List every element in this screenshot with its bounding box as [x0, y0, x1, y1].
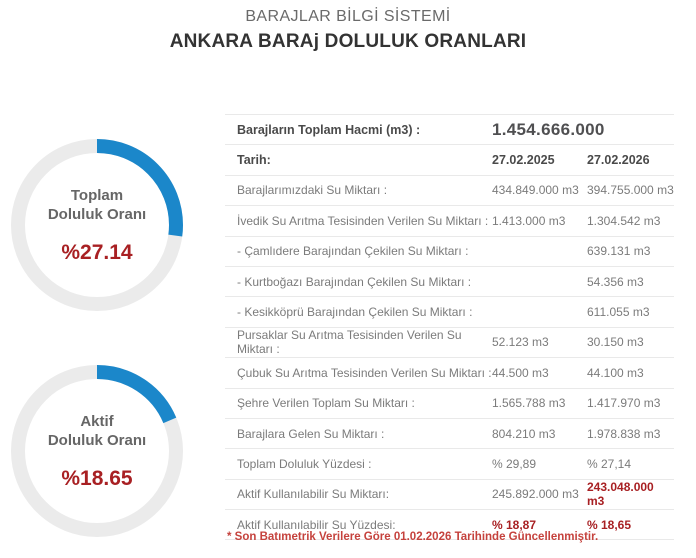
date-column-2025: 27.02.2025: [492, 153, 555, 168]
site-title: BARAJLAR BİLGİ SİSTEMİ: [245, 8, 451, 25]
gauge-arc: [11, 139, 183, 311]
row-label: - Kesikköprü Barajından Çekilen Su Mikta…: [237, 305, 473, 320]
row-value-2025: % 29,89: [492, 456, 537, 471]
row-value-2026: 30.150 m3: [587, 335, 644, 350]
row-label: Aktif Kullanılabilir Su Yüzdesi:: [237, 517, 396, 532]
page-header: BARAJLAR BİLGİ SİSTEMİ ANKARA BARAj DOLU…: [0, 8, 696, 53]
row-label: Pursaklar Su Arıtma Tesisinden Verilen S…: [237, 328, 462, 357]
donut-chart-aktif: [11, 365, 183, 537]
row-label: Çubuk Su Arıtma Tesisinden Verilen Su Mi…: [237, 365, 492, 380]
table-row: Aktif Kullanılabilir Su Miktarı: 245.892…: [225, 480, 674, 511]
row-label: - Kurtboğazı Barajından Çekilen Su Mikta…: [237, 274, 472, 289]
row-value-2026: 1.304.542 m3: [587, 213, 661, 228]
table-body: Barajlarımızdaki Su Miktarı : 434.849.00…: [225, 176, 674, 541]
row-value-2025: 1.413.000 m3: [492, 213, 566, 228]
table-row: Şehre Verilen Toplam Su Miktarı : 1.565.…: [225, 389, 674, 419]
gauge-arc: [11, 365, 183, 537]
date-column-2026: 27.02.2026: [587, 153, 650, 168]
table-row: Pursaklar Su Arıtma Tesisinden Verilen S…: [225, 328, 674, 359]
row-label: Şehre Verilen Toplam Su Miktarı :: [237, 396, 415, 411]
row-label: Tarih:: [237, 153, 271, 168]
data-table: Barajların Toplam Hacmi (m3) : 1.454.666…: [225, 114, 674, 541]
gauge-value: %27.14: [61, 240, 133, 264]
row-value-2026: 639.131 m3: [587, 244, 651, 259]
table-row: Toplam Doluluk Yüzdesi : % 29,89 % 27,14: [225, 449, 674, 480]
gauge-value: %18.65: [61, 466, 133, 490]
row-value-2026: 54.356 m3: [587, 274, 644, 289]
table-row-date: Tarih: 27.02.2025 27.02.2026: [225, 145, 674, 176]
gauge-label-line1: Toplam: [70, 186, 124, 204]
table-row: Çubuk Su Arıtma Tesisinden Verilen Su Mi…: [225, 358, 674, 389]
table-row: İvedik Su Arıtma Tesisinden Verilen Su M…: [225, 206, 674, 237]
page-title: ANKARA BARAj DOLULUK ORANLARI: [169, 31, 527, 52]
gauge-text: Aktif Doluluk Oranı %18.65: [0, 354, 194, 548]
row-value-2025: 44.500 m3: [492, 365, 549, 380]
row-label: Aktif Kullanılabilir Su Miktarı:: [237, 487, 390, 502]
row-label: Barajlara Gelen Su Miktarı :: [237, 426, 385, 441]
row-label: Toplam Doluluk Yüzdesi :: [237, 456, 372, 471]
footnote: * Son Batımetrik Verilere Göre 01.02.202…: [227, 531, 599, 543]
row-label: Barajların Toplam Hacmi (m3) :: [237, 122, 421, 137]
gauge-label-line1: Aktif: [80, 412, 114, 430]
row-value-2025: 1.565.788 m3: [492, 396, 566, 411]
row-value-2026: 44.100 m3: [587, 365, 644, 380]
row-value-2026: % 18,65: [587, 517, 632, 532]
row-label: Barajlarımızdaki Su Miktarı :: [237, 183, 388, 198]
table-row: Aktif Kullanılabilir Su Yüzdesi: % 18,87…: [225, 510, 674, 541]
row-value-2026: 1.417.970 m3: [587, 396, 661, 411]
total-volume-value: 1.454.666.000: [492, 119, 605, 139]
table-row: - Kesikköprü Barajından Çekilen Su Mikta…: [225, 297, 674, 328]
row-value-2026: 1.978.838 m3: [587, 426, 661, 441]
gauge-label-line2: Doluluk Oranı: [47, 205, 147, 223]
table-row: Barajlara Gelen Su Miktarı : 804.210 m3 …: [225, 419, 674, 450]
row-value-2026: 394.755.000 m3: [587, 183, 674, 198]
row-value-2025: 245.892.000 m3: [492, 487, 579, 502]
table-row-total-volume: Barajların Toplam Hacmi (m3) : 1.454.666…: [225, 115, 674, 146]
row-label: İvedik Su Arıtma Tesisinden Verilen Su M…: [237, 213, 489, 228]
row-value-2026: % 27,14: [587, 456, 632, 471]
gauge-aktif-doluluk: Aktif Doluluk Oranı %18.65: [0, 354, 194, 548]
row-value-2026: 243.048.000 m3: [587, 480, 654, 509]
row-value-2025: 52.123 m3: [492, 335, 549, 350]
gauge-toplam-doluluk: Toplam Doluluk Oranı %27.14: [0, 128, 194, 322]
table-row: - Kurtboğazı Barajından Çekilen Su Mikta…: [225, 267, 674, 298]
table-row: Barajlarımızdaki Su Miktarı : 434.849.00…: [225, 176, 674, 207]
gauge-label-line2: Doluluk Oranı: [47, 431, 147, 449]
row-value-2026: 611.055 m3: [587, 305, 650, 320]
row-value-2025: % 18,87: [492, 517, 537, 532]
table-row: - Çamlıdere Barajından Çekilen Su Miktar…: [225, 237, 674, 267]
gauge-label: Aktif Doluluk Oranı: [48, 412, 146, 450]
row-value-2025: 804.210 m3: [492, 426, 556, 441]
row-value-2025: 434.849.000 m3: [492, 183, 579, 198]
gauge-label: Toplam Doluluk Oranı: [48, 186, 146, 224]
row-label: - Çamlıdere Barajından Çekilen Su Miktar…: [237, 244, 469, 259]
gauge-text: Toplam Doluluk Oranı %27.14: [0, 128, 194, 322]
donut-chart-toplam: [11, 139, 183, 311]
